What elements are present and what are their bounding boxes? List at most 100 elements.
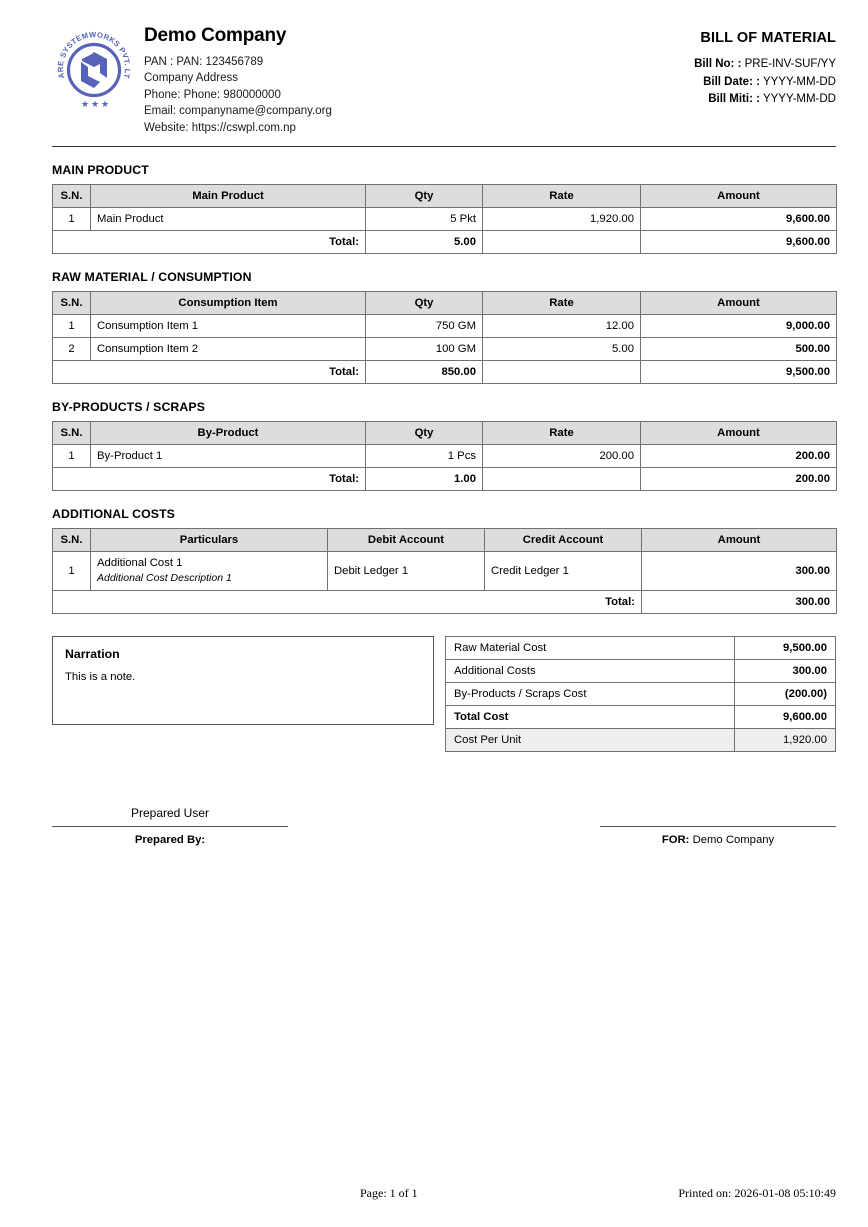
column-header-sn: S.N.	[52, 421, 91, 446]
column-header-amount: Amount	[641, 528, 837, 553]
column-header-description: Main Product	[90, 184, 366, 209]
column-header-amount: Amount	[640, 184, 837, 209]
summary-value: 9,500.00	[734, 636, 836, 661]
cell-amount: 200.00	[640, 444, 837, 469]
summary-row-raw-material: Raw Material Cost 9,500.00	[445, 636, 836, 661]
company-email: Email: companyname@company.org	[144, 105, 332, 118]
column-header-qty: Qty	[365, 421, 483, 446]
for-company-name: Demo Company	[692, 834, 775, 847]
cell-sn: 1	[52, 314, 91, 339]
company-info: Demo Company PAN : PAN: 123456789 Compan…	[144, 24, 586, 136]
cell-sn: 1	[52, 551, 91, 592]
total-amount: 9,600.00	[640, 230, 837, 255]
cell-qty: 1 Pcs	[365, 444, 483, 469]
narration-title: Narration	[65, 647, 120, 662]
summary-row-total-cost: Total Cost 9,600.00	[445, 705, 836, 730]
raw-material-table: S.N. Consumption Item Qty Rate Amount 1 …	[52, 291, 837, 385]
total-label: Total:	[52, 360, 366, 385]
bill-info: BILL OF MATERIAL Bill No: : PRE-INV-SUF/…	[586, 24, 836, 109]
cell-debit-account: Debit Ledger 1	[327, 551, 485, 592]
svg-text:★: ★	[91, 99, 99, 109]
column-header-particulars: Particulars	[90, 528, 328, 553]
column-header-sn: S.N.	[52, 291, 91, 316]
cell-credit-account: Credit Ledger 1	[484, 551, 642, 592]
prepared-user-name: Prepared User	[130, 806, 210, 821]
main-product-table: S.N. Main Product Qty Rate Amount 1 Main…	[52, 184, 837, 255]
summary-value: 1,920.00	[734, 728, 836, 753]
narration-box: Narration This is a note.	[52, 636, 434, 726]
summary-label: Additional Costs	[445, 659, 735, 684]
prepared-by-block: Prepared User Prepared By:	[52, 804, 288, 846]
cell-sn: 1	[52, 444, 91, 469]
page-footer: Page: 1 of 1 Printed on: 2026-01-08 05:1…	[52, 1186, 836, 1201]
svg-text:★: ★	[101, 99, 109, 109]
raw-material-title: RAW MATERIAL / CONSUMPTION	[52, 270, 252, 285]
cost-summary-table: Raw Material Cost 9,500.00 Additional Co…	[445, 636, 836, 753]
cell-rate: 200.00	[482, 444, 641, 469]
total-rate-spacer	[482, 467, 641, 492]
prepared-by-line	[52, 826, 288, 828]
narration-summary-row: Narration This is a note. Raw Material C…	[52, 636, 836, 753]
cell-qty: 5 Pkt	[365, 207, 483, 232]
column-header-sn: S.N.	[52, 528, 91, 553]
cell-cost-name: Additional Cost 1	[97, 557, 183, 570]
footer-printed-on: Printed on: 2026-01-08 05:10:49	[678, 1186, 836, 1200]
column-header-rate: Rate	[482, 291, 641, 316]
total-amount: 300.00	[641, 590, 837, 615]
for-label: FOR:	[661, 834, 690, 847]
company-pan: PAN : PAN: 123456789	[144, 55, 264, 68]
bill-miti-row: Bill Miti: : YYYY-MM-DD	[586, 91, 836, 109]
additional-costs-title: ADDITIONAL COSTS	[52, 507, 175, 522]
care-systemworks-logo-icon: CARE SYSTEMWORKS PVT. LTD ★ ★ ★	[52, 26, 132, 109]
table-row: 1 Additional Cost 1 Additional Cost Desc…	[52, 551, 837, 592]
summary-label: Total Cost	[445, 705, 735, 730]
summary-row-cost-per-unit: Cost Per Unit 1,920.00	[445, 728, 836, 753]
table-total-row: Total: 1.00 200.00	[52, 467, 837, 492]
by-products-title: BY-PRODUCTS / SCRAPS	[52, 400, 205, 415]
column-header-rate: Rate	[482, 184, 641, 209]
bill-date-label: Bill Date: :	[703, 75, 760, 88]
column-header-qty: Qty	[365, 291, 483, 316]
section-by-products: BY-PRODUCTS / SCRAPS S.N. By-Product Qty…	[52, 400, 837, 492]
for-company-spacer: .	[600, 804, 836, 822]
summary-label: Raw Material Cost	[445, 636, 735, 661]
cell-sn: 1	[52, 207, 91, 232]
cell-amount: 9,600.00	[640, 207, 837, 232]
prepared-by-label: Prepared By:	[134, 834, 206, 847]
total-label: Total:	[52, 467, 366, 492]
table-row: 1 Consumption Item 1 750 GM 12.00 9,000.…	[52, 314, 837, 339]
summary-label: Cost Per Unit	[445, 728, 735, 753]
bill-miti-label: Bill Miti: :	[708, 93, 760, 105]
column-header-debit-account: Debit Account	[327, 528, 485, 553]
document-header: CARE SYSTEMWORKS PVT. LTD ★ ★ ★ Demo Com…	[52, 0, 836, 136]
table-header-row: S.N. Particulars Debit Account Credit Ac…	[52, 528, 837, 553]
table-row: 1 By-Product 1 1 Pcs 200.00 200.00	[52, 444, 837, 469]
bill-date-value: YYYY-MM-DD	[762, 75, 836, 88]
for-company-block: . FOR: Demo Company	[600, 804, 836, 846]
for-company-label-wrap: FOR: Demo Company	[600, 827, 836, 846]
cell-amount: 9,000.00	[640, 314, 837, 339]
table-row: 2 Consumption Item 2 100 GM 5.00 500.00	[52, 337, 837, 362]
summary-value: 9,600.00	[734, 705, 836, 730]
summary-value: (200.00)	[734, 682, 836, 707]
total-qty: 1.00	[365, 467, 483, 492]
summary-row-additional-costs: Additional Costs 300.00	[445, 659, 836, 684]
bill-no-label: Bill No: :	[694, 58, 742, 70]
bill-date-row: Bill Date: : YYYY-MM-DD	[586, 74, 836, 92]
column-header-qty: Qty	[365, 184, 483, 209]
summary-label: By-Products / Scraps Cost	[445, 682, 735, 707]
footer-page-number: Page: 1 of 1	[360, 1186, 418, 1200]
company-logo: CARE SYSTEMWORKS PVT. LTD ★ ★ ★	[52, 24, 144, 114]
cell-description: Consumption Item 1	[90, 314, 366, 339]
table-header-row: S.N. Consumption Item Qty Rate Amount	[52, 291, 837, 316]
column-header-description: By-Product	[90, 421, 366, 446]
cell-rate: 1,920.00	[482, 207, 641, 232]
additional-costs-table: S.N. Particulars Debit Account Credit Ac…	[52, 528, 837, 615]
header-divider	[52, 146, 836, 148]
prepared-by-label-wrap: Prepared By:	[52, 827, 288, 846]
total-label: Total:	[52, 230, 366, 255]
company-address: Company Address	[144, 72, 238, 85]
cell-qty: 750 GM	[365, 314, 483, 339]
total-qty: 5.00	[365, 230, 483, 255]
narration-text: This is a note.	[65, 671, 136, 684]
